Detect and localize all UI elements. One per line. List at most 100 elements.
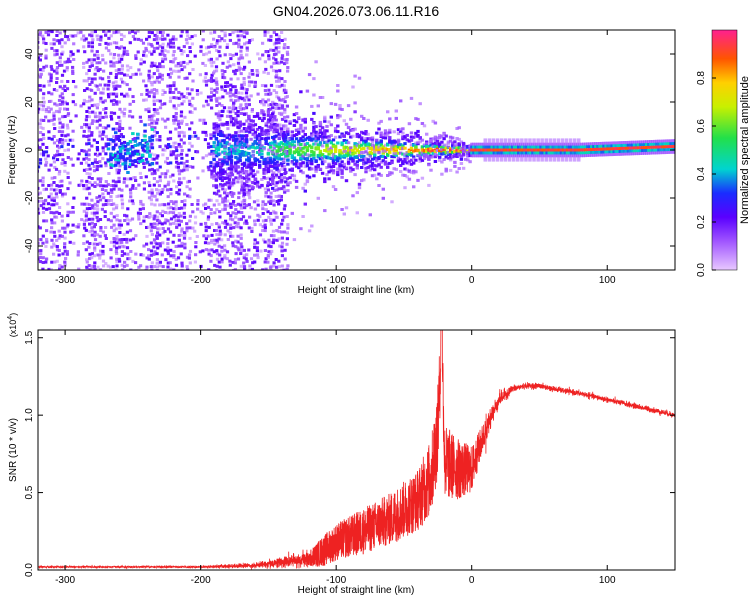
heatmap-cell: [225, 142, 229, 146]
heatmap-cell: [109, 166, 113, 169]
heatmap-cell: [209, 136, 213, 140]
heatmap-cell: [643, 148, 646, 152]
heatmap-cell: [131, 163, 135, 167]
heatmap-cell: [575, 145, 579, 149]
heatmap-cell: [233, 85, 237, 89]
heatmap-cell: [286, 69, 290, 73]
heatmap-cell: [228, 259, 232, 263]
heatmap-cell: [225, 194, 229, 198]
heatmap-cell: [267, 38, 271, 42]
heatmap-cell: [586, 148, 590, 152]
heatmap-cell: [427, 151, 431, 155]
heatmap-cell: [227, 172, 232, 175]
heatmap-cell: [166, 206, 170, 210]
heatmap-cell: [93, 91, 97, 95]
heatmap-cell: [502, 153, 506, 158]
heatmap-cell: [281, 218, 285, 222]
heatmap-cell: [41, 68, 45, 72]
heatmap-cell: [266, 113, 271, 117]
heatmap-cell: [172, 84, 176, 87]
heatmap-cell: [112, 84, 116, 88]
heatmap-cell: [66, 171, 70, 175]
heatmap-cell: [90, 64, 94, 67]
heatmap-cell: [260, 149, 264, 153]
heatmap-cell: [115, 203, 119, 207]
heatmap-cell: [218, 253, 222, 257]
heatmap-cell: [57, 172, 61, 176]
heatmap-cell: [531, 151, 535, 155]
heatmap-cell: [253, 219, 257, 223]
heatmap-cell: [223, 53, 227, 57]
heatmap-cell: [54, 109, 59, 113]
heatmap-cell: [275, 188, 279, 192]
heatmap-cell: [368, 164, 372, 168]
heatmap-cell: [258, 133, 262, 136]
heatmap-cell: [212, 154, 216, 158]
heatmap-cell: [112, 156, 116, 160]
heatmap-cell: [643, 146, 646, 150]
heatmap-cell: [262, 168, 266, 171]
heatmap-cell: [301, 186, 305, 190]
heatmap-cell: [342, 145, 346, 149]
heatmap-cell: [177, 212, 181, 215]
heatmap-cell: [55, 188, 59, 192]
heatmap-cell: [38, 241, 40, 245]
heatmap-cell: [115, 218, 119, 222]
heatmap-cell: [120, 238, 124, 241]
heatmap-cell: [671, 149, 675, 154]
heatmap-cell: [57, 153, 61, 157]
heatmap-cell: [584, 148, 587, 152]
heatmap-cell: [115, 127, 119, 131]
heatmap-cell: [152, 64, 156, 68]
heatmap-cell: [273, 166, 277, 170]
heatmap-cell: [104, 115, 108, 119]
heatmap-cell: [229, 155, 234, 159]
heatmap-cell: [320, 153, 325, 157]
heatmap-cell: [39, 131, 43, 134]
heatmap-cell: [236, 121, 240, 125]
heatmap-cell: [349, 135, 353, 139]
heatmap-cell: [433, 160, 438, 163]
heatmap-cell: [539, 148, 543, 152]
heatmap-cell: [368, 213, 372, 217]
heatmap-cell: [171, 145, 175, 149]
heatmap-cell: [98, 43, 102, 46]
heatmap-cell: [126, 252, 130, 256]
heatmap-cell: [62, 69, 67, 73]
heatmap-cell: [533, 145, 537, 149]
heatmap-cell: [112, 98, 116, 102]
heatmap-cell: [386, 143, 390, 147]
heatmap-cell: [292, 140, 297, 144]
colorbar-ticks: 0.00.20.40.60.8: [696, 71, 716, 277]
heatmap-cell: [72, 58, 76, 61]
heatmap-cell: [112, 184, 116, 188]
heatmap-cell: [118, 149, 123, 153]
heatmap-cell: [38, 186, 40, 190]
heatmap-cell: [451, 147, 455, 151]
heatmap-cell: [594, 145, 598, 148]
heatmap-xtick-label: 100: [599, 275, 616, 286]
heatmap-cell: [99, 164, 103, 168]
heatmap-cell: [60, 145, 64, 149]
heatmap-cell: [381, 145, 385, 149]
heatmap-cell: [110, 161, 114, 165]
heatmap-cell: [149, 43, 153, 46]
heatmap-cell: [234, 142, 238, 146]
heatmap-cell: [433, 148, 438, 152]
heatmap-cell: [164, 160, 168, 164]
heatmap-cell: [260, 144, 264, 148]
heatmap-cell: [355, 144, 359, 148]
heatmap-cell: [496, 148, 500, 152]
heatmap-cell: [267, 244, 271, 248]
heatmap-cell: [101, 91, 105, 95]
heatmap-cell: [109, 265, 113, 269]
heatmap-cell: [149, 265, 153, 269]
heatmap-cell: [123, 107, 127, 111]
heatmap-cell: [39, 152, 43, 156]
heatmap-cell: [407, 162, 412, 166]
heatmap-cell: [55, 245, 59, 248]
heatmap-cell: [338, 107, 342, 111]
heatmap-cell: [260, 155, 264, 159]
heatmap-cell: [131, 259, 135, 263]
heatmap-cell: [227, 167, 232, 171]
